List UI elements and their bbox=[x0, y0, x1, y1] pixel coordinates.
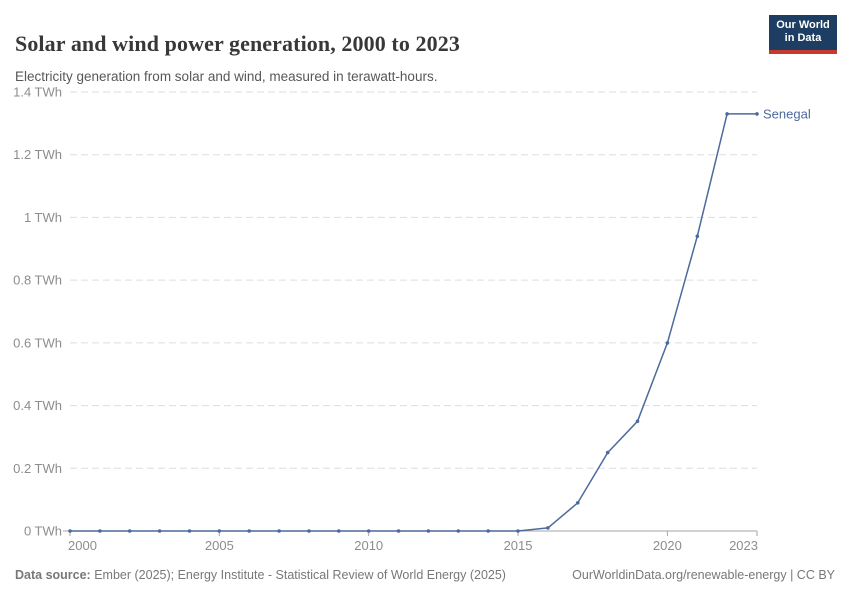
x-tick-label: 2020 bbox=[653, 538, 682, 553]
x-tick-label: 2000 bbox=[68, 538, 97, 553]
y-tick-label: 1.4 TWh bbox=[13, 85, 62, 100]
data-source-note: Data source: Ember (2025); Energy Instit… bbox=[15, 568, 506, 582]
y-tick-label: 1.2 TWh bbox=[13, 147, 62, 162]
data-point[interactable] bbox=[546, 526, 550, 530]
data-point[interactable] bbox=[635, 419, 640, 424]
owid-logo-line2: in Data bbox=[784, 32, 822, 44]
y-tick-label: 0 TWh bbox=[24, 524, 62, 539]
x-tick-label: 2010 bbox=[354, 538, 383, 553]
y-tick-label: 0.6 TWh bbox=[13, 335, 62, 350]
data-point[interactable] bbox=[605, 450, 610, 455]
y-axis-labels: 0 TWh 0.2 TWh 0.4 TWh 0.6 TWh 0.8 TWh 1 TWh 1.… bbox=[13, 85, 62, 539]
chart-subtitle: Electricity generation from solar and wi… bbox=[15, 68, 438, 84]
data-point[interactable] bbox=[187, 529, 192, 533]
data-point[interactable] bbox=[68, 529, 72, 533]
owid-logo[interactable]: Our World in Data bbox=[769, 15, 837, 54]
data-point[interactable] bbox=[576, 501, 580, 505]
y-tick-label: 1 TWh bbox=[24, 210, 62, 225]
data-point[interactable] bbox=[307, 529, 311, 533]
data-point[interactable] bbox=[486, 529, 491, 533]
page-title: Solar and wind power generation, 2000 to… bbox=[15, 30, 460, 56]
series-end-label: Senegal bbox=[763, 106, 811, 121]
data-point[interactable] bbox=[217, 529, 222, 533]
x-tick-label: 2005 bbox=[205, 538, 234, 553]
data-point[interactable] bbox=[426, 529, 431, 533]
data-point[interactable] bbox=[277, 529, 281, 533]
y-tick-label: 0.8 TWh bbox=[13, 273, 62, 288]
data-source-text: Ember (2025); Energy Institute - Statist… bbox=[90, 568, 506, 582]
data-point[interactable] bbox=[755, 112, 759, 116]
y-tick-label: 0.4 TWh bbox=[13, 398, 62, 413]
data-point[interactable] bbox=[456, 529, 461, 533]
x-tick-label: 2023 bbox=[729, 538, 758, 553]
series-line[interactable] bbox=[70, 113, 757, 532]
x-tick-label: 2015 bbox=[504, 538, 533, 553]
data-point[interactable] bbox=[247, 529, 251, 533]
data-point[interactable] bbox=[127, 529, 132, 533]
data-point[interactable] bbox=[516, 529, 520, 533]
data-point[interactable] bbox=[665, 341, 670, 345]
data-point[interactable] bbox=[366, 529, 371, 533]
data-point[interactable] bbox=[157, 529, 162, 533]
owid-logo-line1: Our World bbox=[776, 19, 830, 31]
owid-url-link[interactable]: OurWorldinData.org/renewable-energy | CC… bbox=[572, 568, 835, 582]
data-source-label: Data source: bbox=[15, 568, 91, 582]
data-point[interactable] bbox=[695, 234, 700, 238]
data-point[interactable] bbox=[98, 529, 102, 533]
data-point[interactable] bbox=[396, 529, 401, 533]
data-point[interactable] bbox=[337, 529, 341, 533]
chart-footer: Data source: Ember (2025); Energy Instit… bbox=[15, 568, 835, 582]
x-axis-labels: 2000 2005 2010 2015 2020 2023 bbox=[68, 538, 758, 553]
y-gridlines bbox=[70, 91, 757, 469]
data-point[interactable] bbox=[725, 112, 729, 116]
y-tick-label: 0.2 TWh bbox=[13, 461, 62, 476]
series-senegal[interactable]: Senegal bbox=[68, 106, 811, 533]
